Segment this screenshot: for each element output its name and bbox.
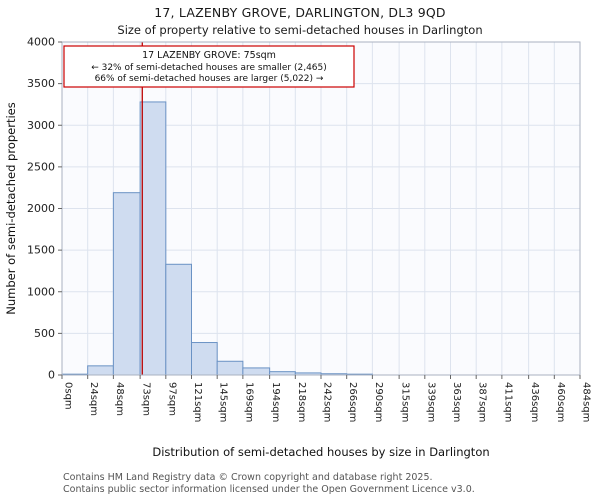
x-tick-label: 266sqm: [347, 382, 358, 422]
x-tick-label: 460sqm: [555, 382, 566, 422]
y-tick-label: 3000: [27, 119, 55, 132]
x-tick-label: 24sqm: [88, 382, 99, 416]
x-tick-label: 0sqm: [63, 382, 74, 410]
footer-line-2: Contains public sector information licen…: [63, 483, 475, 495]
x-tick-label: 145sqm: [218, 382, 229, 422]
footer-line-1: Contains HM Land Registry data © Crown c…: [63, 472, 433, 483]
y-tick-label: 2500: [27, 160, 55, 173]
histogram-bar: [139, 101, 167, 376]
x-tick-label: 97sqm: [166, 382, 177, 416]
y-axis-title: Number of semi-detached properties: [4, 102, 18, 314]
y-tick-label: 0: [48, 369, 55, 382]
x-tick-label: 339sqm: [425, 382, 436, 422]
chart-footer: Contains HM Land Registry data © Crown c…: [63, 472, 475, 495]
x-axis-title: Distribution of semi-detached houses by …: [152, 445, 489, 459]
histogram-bar: [112, 192, 141, 376]
x-tick-label: 194sqm: [270, 382, 281, 422]
y-tick-label: 4000: [27, 36, 55, 49]
x-tick-label: 387sqm: [477, 382, 488, 422]
histogram-bar: [216, 360, 244, 376]
x-tick-label: 73sqm: [141, 382, 152, 416]
x-tick-label: 315sqm: [400, 382, 411, 422]
histogram-bar: [242, 367, 271, 376]
annotation-box: [63, 45, 355, 88]
y-tick-label: 1000: [27, 285, 55, 298]
annotation-line-1: 17 LAZENBY GROVE: 75sqm: [142, 50, 276, 61]
x-tick-label: 169sqm: [243, 382, 254, 422]
histogram-bar: [191, 342, 218, 376]
x-tick-label: 121sqm: [192, 382, 203, 422]
histogram-bar: [87, 365, 114, 376]
x-tick-label: 218sqm: [296, 382, 307, 422]
x-tick-label: 436sqm: [529, 382, 540, 422]
x-tick-label: 242sqm: [322, 382, 333, 422]
y-tick-label: 1500: [27, 244, 55, 257]
annotation-line-2: ← 32% of semi-detached houses are smalle…: [91, 63, 327, 73]
x-tick-label: 290sqm: [373, 382, 384, 422]
y-tick-label: 500: [34, 327, 55, 340]
chart-title: 17, LAZENBY GROVE, DARLINGTON, DL3 9QD: [154, 5, 446, 20]
y-tick-label: 2000: [27, 202, 55, 215]
x-tick-label: 484sqm: [581, 382, 592, 422]
x-tick-label: 48sqm: [114, 382, 125, 416]
histogram-bar: [165, 263, 193, 376]
chart-subtitle: Size of property relative to semi-detach…: [117, 23, 483, 37]
x-tick-label: 363sqm: [451, 382, 462, 422]
x-tick-label: 411sqm: [502, 382, 513, 422]
annotation-line-3: 66% of semi-detached houses are larger (…: [95, 74, 324, 84]
y-tick-label: 3500: [27, 77, 55, 90]
